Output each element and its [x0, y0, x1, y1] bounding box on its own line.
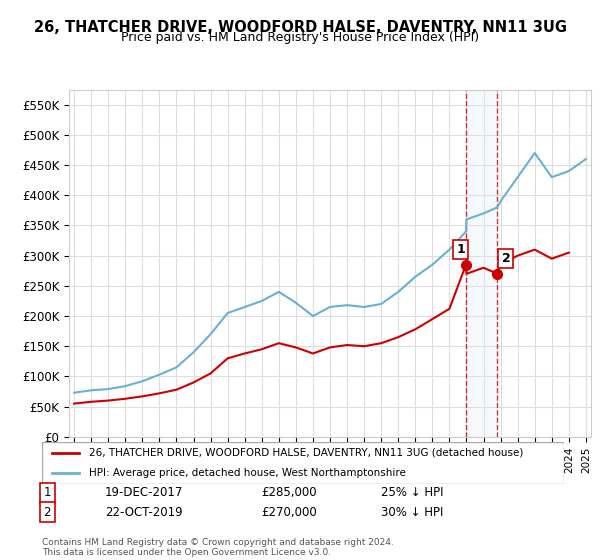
Text: 30% ↓ HPI: 30% ↓ HPI	[382, 506, 443, 519]
Text: Contains HM Land Registry data © Crown copyright and database right 2024.
This d: Contains HM Land Registry data © Crown c…	[42, 538, 394, 557]
Text: 26, THATCHER DRIVE, WOODFORD HALSE, DAVENTRY, NN11 3UG (detached house): 26, THATCHER DRIVE, WOODFORD HALSE, DAVE…	[89, 448, 523, 458]
Text: 19-DEC-2017: 19-DEC-2017	[104, 486, 183, 500]
Text: 2: 2	[502, 251, 510, 265]
Text: HPI: Average price, detached house, West Northamptonshire: HPI: Average price, detached house, West…	[89, 468, 406, 478]
Text: £285,000: £285,000	[261, 486, 317, 500]
Text: 1: 1	[43, 486, 51, 500]
Text: 25% ↓ HPI: 25% ↓ HPI	[382, 486, 444, 500]
Text: Price paid vs. HM Land Registry's House Price Index (HPI): Price paid vs. HM Land Registry's House …	[121, 31, 479, 44]
Text: £270,000: £270,000	[261, 506, 317, 519]
Bar	[466, 90, 497, 437]
FancyBboxPatch shape	[42, 442, 564, 484]
Text: 22-OCT-2019: 22-OCT-2019	[104, 506, 182, 519]
Text: 26, THATCHER DRIVE, WOODFORD HALSE, DAVENTRY, NN11 3UG: 26, THATCHER DRIVE, WOODFORD HALSE, DAVE…	[34, 20, 566, 35]
Text: 2: 2	[43, 506, 51, 519]
Text: 1: 1	[457, 242, 465, 256]
